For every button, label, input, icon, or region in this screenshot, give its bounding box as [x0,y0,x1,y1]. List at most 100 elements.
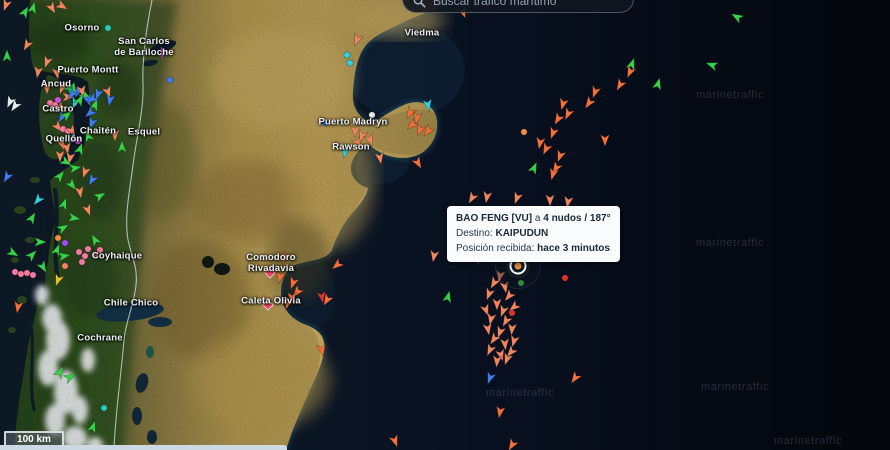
vessel-marker[interactable] [364,107,380,123]
port-marker[interactable] [260,297,276,313]
vessel-marker[interactable] [57,235,73,251]
vessel-marker[interactable] [729,9,745,25]
vessel-marker[interactable] [504,321,520,337]
vessel-marker[interactable] [155,45,171,61]
vessel-marker[interactable] [650,76,666,92]
vessel-marker[interactable] [74,254,90,270]
vessel-marker[interactable] [420,123,436,139]
vessel-marker[interactable] [319,292,335,308]
vessel-marker[interactable] [624,56,640,72]
vessel-marker[interactable] [17,4,33,20]
vessel-marker[interactable] [30,192,46,208]
vessel-marker[interactable] [49,242,65,258]
vessel-marker[interactable] [44,0,60,16]
vessel-marker[interactable] [545,125,561,141]
vessel-marker[interactable] [612,77,628,93]
vessel-marker[interactable] [526,160,542,176]
vessel-marker[interactable] [80,202,96,218]
vessel-marker[interactable] [317,115,333,131]
vessel-marker[interactable] [557,270,573,286]
vessel-marker[interactable] [497,336,513,352]
vessel-marker[interactable] [66,210,82,226]
vessel-marker[interactable] [64,86,80,102]
vessel-marker[interactable] [506,333,522,349]
vessel-marker[interactable] [92,242,108,258]
vessel-marker[interactable] [337,144,353,160]
vessel-marker[interactable] [597,132,613,148]
vessel-marker[interactable] [80,241,96,257]
vessel-marker[interactable] [0,0,14,13]
vessel-marker[interactable] [402,105,418,121]
vessel-marker[interactable] [622,64,638,80]
vessel-marker[interactable] [50,272,66,288]
vessel-marker[interactable] [513,275,529,291]
vessel-marker[interactable] [548,160,564,176]
vessel-marker[interactable] [77,248,93,264]
vessel-marker[interactable] [60,89,76,105]
vessel-marker[interactable] [412,122,428,138]
vessel-marker[interactable] [499,351,515,367]
vessel-marker[interactable] [354,128,370,144]
vessel-marker[interactable] [486,331,502,347]
vessel-marker[interactable] [7,264,23,280]
vessel-marker[interactable] [54,0,70,14]
vessel-marker[interactable] [347,123,363,139]
vessel-marker[interactable] [387,433,403,449]
vessel-marker[interactable] [489,353,505,369]
vessel-marker[interactable] [280,295,296,311]
vessel-marker[interactable] [409,110,425,126]
vessel-marker[interactable] [92,188,108,204]
vessel-marker[interactable] [464,190,480,206]
vessel-marker[interactable] [24,247,40,263]
vessel-marker[interactable] [87,232,103,248]
vessel-marker[interactable] [56,248,72,264]
vessel-marker[interactable] [538,141,554,157]
vessel-marker[interactable] [90,86,106,102]
vessel-marker[interactable] [272,269,288,285]
vessel-marker[interactable] [19,37,35,53]
vessel-marker[interactable] [495,303,511,319]
vessel-marker[interactable] [70,133,86,149]
vessel-marker[interactable] [50,92,66,108]
vessel-marker[interactable] [49,65,65,81]
vessel-marker[interactable] [84,115,100,131]
vessel-marker[interactable] [52,168,68,184]
vessel-marker[interactable] [479,189,495,205]
vessel-marker[interactable] [32,234,48,250]
vessel-marker[interactable] [503,344,519,360]
vessel-marker[interactable] [440,289,456,305]
vessel-marker[interactable] [72,184,88,200]
vessel-marker[interactable] [62,369,78,385]
vessel-marker[interactable] [71,244,87,260]
vessel-marker[interactable] [74,83,90,99]
vessel-marker[interactable] [277,250,293,266]
vessel-marker[interactable] [100,20,116,36]
vessel-marker[interactable] [492,268,508,284]
vessel-marker[interactable] [54,80,70,96]
vessel-marker[interactable] [39,54,55,70]
vessel-marker[interactable] [67,160,83,176]
vessel-marker[interactable] [560,106,576,122]
vessel-marker[interactable] [82,105,98,121]
vessel-marker[interactable] [560,194,576,210]
vessel-marker[interactable] [50,119,66,135]
vessel-marker[interactable] [342,55,358,71]
vessel-marker[interactable] [107,127,123,143]
vessel-marker[interactable] [410,155,426,171]
vessel-marker[interactable] [114,139,130,155]
vessel-marker[interactable] [489,296,505,312]
vessel-marker[interactable] [54,136,70,152]
vessel-marker[interactable] [59,107,75,123]
vessel-marker[interactable] [0,169,15,185]
vessel-marker[interactable] [420,97,436,113]
vessel-marker[interactable] [550,111,566,127]
vessel-marker[interactable] [24,210,40,226]
vessel-marker[interactable] [35,259,51,275]
search-input[interactable] [433,0,623,8]
vessel-marker[interactable] [87,97,103,113]
vessel-marker[interactable] [80,128,96,144]
vessel-marker[interactable] [480,321,496,337]
vessel-marker[interactable] [285,275,301,291]
vessel-marker[interactable] [84,172,100,188]
